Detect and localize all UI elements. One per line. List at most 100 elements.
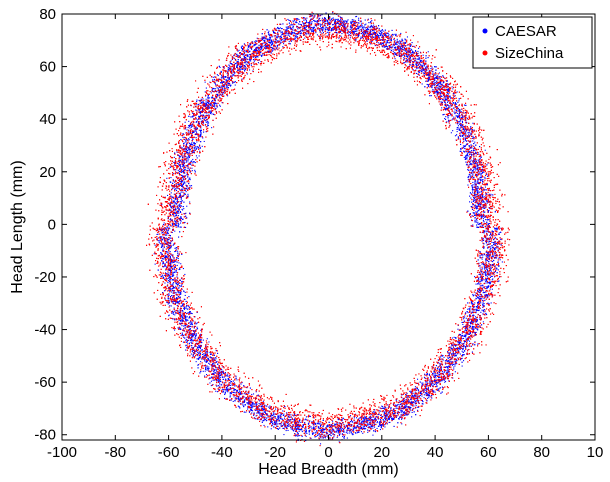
data-point <box>252 52 254 54</box>
data-point <box>336 430 338 432</box>
data-point <box>168 314 170 316</box>
data-point <box>157 240 159 242</box>
data-point <box>182 170 184 172</box>
data-point <box>371 416 373 418</box>
data-point <box>260 415 262 417</box>
data-point <box>417 382 419 384</box>
data-point <box>471 208 473 210</box>
data-point <box>325 427 327 429</box>
data-point <box>399 42 401 44</box>
data-point <box>241 78 243 80</box>
data-point <box>364 32 366 34</box>
data-point <box>171 262 173 264</box>
data-point <box>476 221 478 223</box>
data-point <box>481 240 483 242</box>
data-point <box>205 106 207 108</box>
data-point <box>395 54 397 56</box>
data-point <box>221 372 223 374</box>
data-point <box>258 411 260 413</box>
data-point <box>480 294 482 296</box>
data-point <box>240 392 242 394</box>
data-point <box>190 325 192 327</box>
data-point <box>277 414 279 416</box>
data-point <box>407 408 409 410</box>
data-point <box>462 135 464 137</box>
data-point <box>206 361 208 363</box>
data-point <box>475 162 477 164</box>
data-point <box>477 301 479 303</box>
data-point <box>240 383 242 385</box>
data-point <box>211 370 213 372</box>
data-point <box>340 35 342 37</box>
data-point <box>412 396 414 398</box>
data-point <box>268 406 270 408</box>
data-point <box>403 57 405 59</box>
data-point <box>228 378 230 380</box>
data-point <box>485 296 487 298</box>
data-point <box>210 97 212 99</box>
data-point <box>439 96 441 98</box>
data-point <box>242 72 244 74</box>
data-point <box>187 188 189 190</box>
data-point <box>407 55 409 57</box>
data-point <box>180 316 182 318</box>
data-point <box>283 434 285 436</box>
data-point <box>164 230 166 232</box>
data-point <box>374 418 376 420</box>
data-point <box>353 22 355 24</box>
data-point <box>255 47 257 49</box>
data-point <box>207 123 209 125</box>
data-point <box>193 150 195 152</box>
data-point <box>478 205 480 207</box>
data-point <box>276 423 278 425</box>
data-point <box>252 41 254 43</box>
data-point <box>458 128 460 130</box>
data-point <box>435 77 437 79</box>
data-point <box>182 341 184 343</box>
data-point <box>392 46 394 48</box>
data-point <box>231 384 233 386</box>
data-point <box>349 430 351 432</box>
data-point <box>482 256 484 258</box>
data-point <box>193 122 195 124</box>
data-point <box>406 58 408 60</box>
data-point <box>189 323 191 325</box>
data-point <box>461 365 463 367</box>
data-point <box>212 76 214 78</box>
data-point <box>487 257 489 259</box>
data-point <box>242 404 244 406</box>
data-point <box>214 99 216 101</box>
data-point <box>442 359 444 361</box>
data-point <box>200 125 202 127</box>
data-point <box>472 186 474 188</box>
data-point <box>369 27 371 29</box>
data-point <box>298 426 300 428</box>
data-point <box>424 373 426 375</box>
data-point <box>225 76 227 78</box>
data-point <box>338 37 340 39</box>
data-point <box>194 162 196 164</box>
data-point <box>216 103 218 105</box>
data-point <box>470 169 472 171</box>
data-point <box>476 318 478 320</box>
data-point <box>174 314 176 316</box>
data-point <box>472 332 474 334</box>
data-point <box>484 266 486 268</box>
data-point <box>485 294 487 296</box>
data-point <box>229 395 231 397</box>
data-point <box>184 273 186 275</box>
data-point <box>464 147 466 149</box>
data-point <box>332 19 334 21</box>
data-point <box>422 382 424 384</box>
data-point <box>199 150 201 152</box>
data-point <box>300 34 302 36</box>
data-point <box>337 427 339 429</box>
data-point <box>482 306 484 308</box>
data-point <box>428 379 430 381</box>
data-point <box>484 299 486 301</box>
data-point <box>193 330 195 332</box>
data-point <box>476 224 478 226</box>
data-point <box>474 318 476 320</box>
data-point <box>477 215 479 217</box>
data-point <box>470 216 472 218</box>
